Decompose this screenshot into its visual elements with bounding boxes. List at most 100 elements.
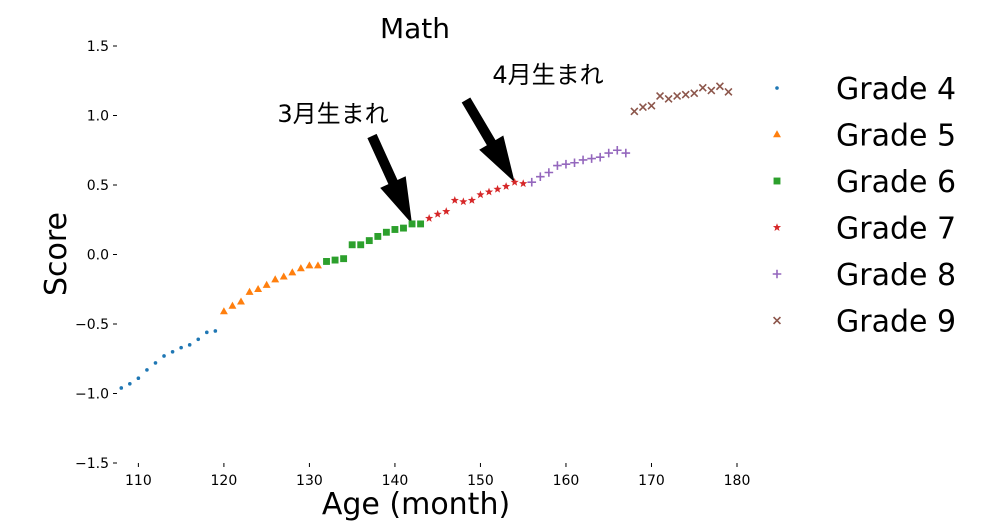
data-point: [400, 224, 407, 232]
data-point: [391, 226, 399, 233]
data-point: [638, 103, 647, 112]
legend-label: Grade 7: [836, 212, 956, 247]
x-tick-label: 110: [125, 473, 152, 489]
chart-title: Math: [380, 12, 450, 45]
y-axis: −1.5 −1.0 −0.5 0.0 0.5 1.0 1.5: [75, 39, 117, 472]
legend-marker: [772, 223, 782, 231]
data-point: [604, 148, 614, 158]
data-point: [510, 177, 519, 186]
data-point: [128, 381, 132, 386]
data-point: [179, 345, 183, 350]
legend-marker: [772, 316, 782, 325]
legend: Grade 4 Grade 5 Grade 6 Grade 7 Grade 8 Grade…: [772, 72, 956, 340]
legend-label: Grade 4: [836, 72, 956, 107]
data-point: [561, 159, 571, 169]
data-point: [136, 376, 141, 381]
data-point: [408, 220, 416, 228]
data-point: [237, 297, 245, 305]
annotation-arrow: [461, 97, 515, 183]
y-tick-label: −1.0: [75, 387, 109, 403]
y-tick-label: 0.0: [87, 248, 109, 264]
legend-marker: [775, 86, 779, 90]
legend-label: Grade 5: [836, 119, 956, 154]
y-tick-label: −1.5: [75, 456, 109, 472]
y-tick-label: 0.5: [87, 178, 109, 194]
legend-marker: [772, 269, 782, 279]
x-tick-label: 150: [467, 473, 494, 489]
data-point: [442, 207, 451, 215]
legend-label: Grade 9: [836, 305, 956, 340]
data-point: [382, 228, 390, 236]
data-point: [707, 86, 716, 95]
data-point: [213, 329, 218, 333]
x-axis: 110 120 130 140 150 160 170 180: [125, 463, 750, 489]
data-point: [145, 368, 149, 372]
data-point: [450, 195, 459, 204]
data-point: [553, 161, 562, 170]
data-point: [296, 264, 305, 272]
data-point: [279, 272, 288, 280]
series-grade-6: [323, 220, 425, 265]
data-point: [348, 241, 356, 249]
data-point: [536, 172, 545, 181]
data-point: [245, 287, 254, 295]
data-point: [314, 261, 322, 269]
y-tick-label: −0.5: [75, 317, 109, 333]
legend-marker: [773, 177, 781, 185]
series-grade-8: [527, 145, 631, 187]
data-point: [433, 209, 442, 218]
data-point: [170, 349, 175, 354]
data-point: [656, 92, 665, 101]
legend-marker: [773, 130, 781, 138]
data-point: [621, 148, 631, 158]
data-point: [219, 307, 228, 315]
series-grade-9: [630, 82, 733, 116]
data-point: [254, 284, 263, 293]
data-point: [519, 179, 528, 188]
annotation-label: 4月生まれ: [492, 61, 603, 89]
data-point: [323, 258, 330, 265]
data-point: [271, 275, 280, 283]
data-point: [544, 168, 554, 177]
data-point: [484, 187, 494, 196]
data-point: [630, 107, 639, 116]
data-point: [162, 354, 166, 358]
plot-area: [119, 82, 733, 390]
data-point: [357, 241, 365, 249]
data-point: [673, 92, 682, 101]
x-tick-label: 180: [724, 473, 751, 489]
y-tick-label: 1.0: [87, 109, 109, 125]
data-point: [578, 155, 588, 165]
data-point: [664, 94, 673, 103]
data-point: [187, 343, 192, 347]
data-point: [288, 268, 297, 276]
series-grade-7: [425, 177, 528, 222]
data-point: [374, 232, 382, 240]
data-point: [119, 386, 124, 390]
data-point: [587, 154, 596, 163]
data-point: [425, 214, 434, 222]
data-point: [305, 261, 314, 269]
x-tick-label: 170: [638, 473, 665, 489]
x-tick-label: 130: [296, 473, 323, 489]
data-point: [417, 220, 425, 228]
data-point: [228, 301, 237, 309]
annotation-label: 3月生まれ: [277, 100, 388, 128]
data-point: [681, 90, 690, 99]
data-point: [196, 337, 201, 342]
data-point: [612, 145, 622, 155]
data-point: [340, 255, 348, 263]
data-point: [570, 158, 579, 168]
data-point: [204, 330, 209, 335]
data-point: [502, 182, 511, 190]
data-point: [476, 190, 485, 199]
data-point: [331, 256, 339, 264]
annotations: 3月生まれ 4月生まれ: [277, 61, 604, 224]
data-point: [459, 197, 468, 206]
y-axis-label: Score: [39, 212, 74, 296]
data-point: [698, 83, 707, 92]
data-point: [527, 177, 537, 187]
data-point: [365, 237, 373, 245]
legend-label: Grade 8: [836, 258, 956, 293]
